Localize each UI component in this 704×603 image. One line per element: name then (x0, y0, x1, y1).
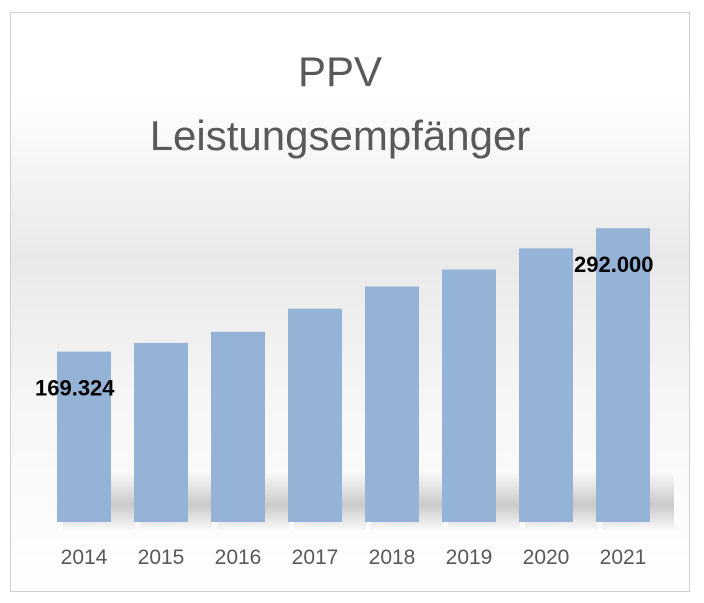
x-tick-2019: 2019 (446, 546, 493, 569)
chart-title-line1: PPV (297, 48, 383, 95)
x-tick-2014: 2014 (61, 546, 108, 569)
x-tick-2015: 2015 (138, 546, 185, 569)
x-axis-ticks: 2014 2015 2016 2017 2018 2019 2020 2021 (61, 546, 647, 569)
bar-2018 (365, 286, 419, 522)
x-tick-2020: 2020 (523, 546, 570, 569)
bar-2015 (134, 342, 188, 522)
bar-2016 (211, 331, 265, 522)
bar-group (57, 228, 650, 523)
data-label-2021: 292.000 (574, 252, 654, 277)
bar-2020 (519, 248, 573, 523)
x-tick-2017: 2017 (292, 546, 339, 569)
x-tick-2016: 2016 (215, 546, 262, 569)
bar-2017 (288, 308, 342, 522)
data-label-2014: 169.324 (35, 376, 115, 401)
x-tick-2018: 2018 (369, 546, 416, 569)
bar-2019 (442, 269, 496, 522)
bar-2014 (57, 351, 111, 522)
chart-title-line2: Leistungsempfänger (149, 112, 531, 159)
x-tick-2021: 2021 (600, 546, 647, 569)
bar-2021 (596, 228, 650, 523)
data-labels: 169.324 292.000 (35, 252, 654, 400)
